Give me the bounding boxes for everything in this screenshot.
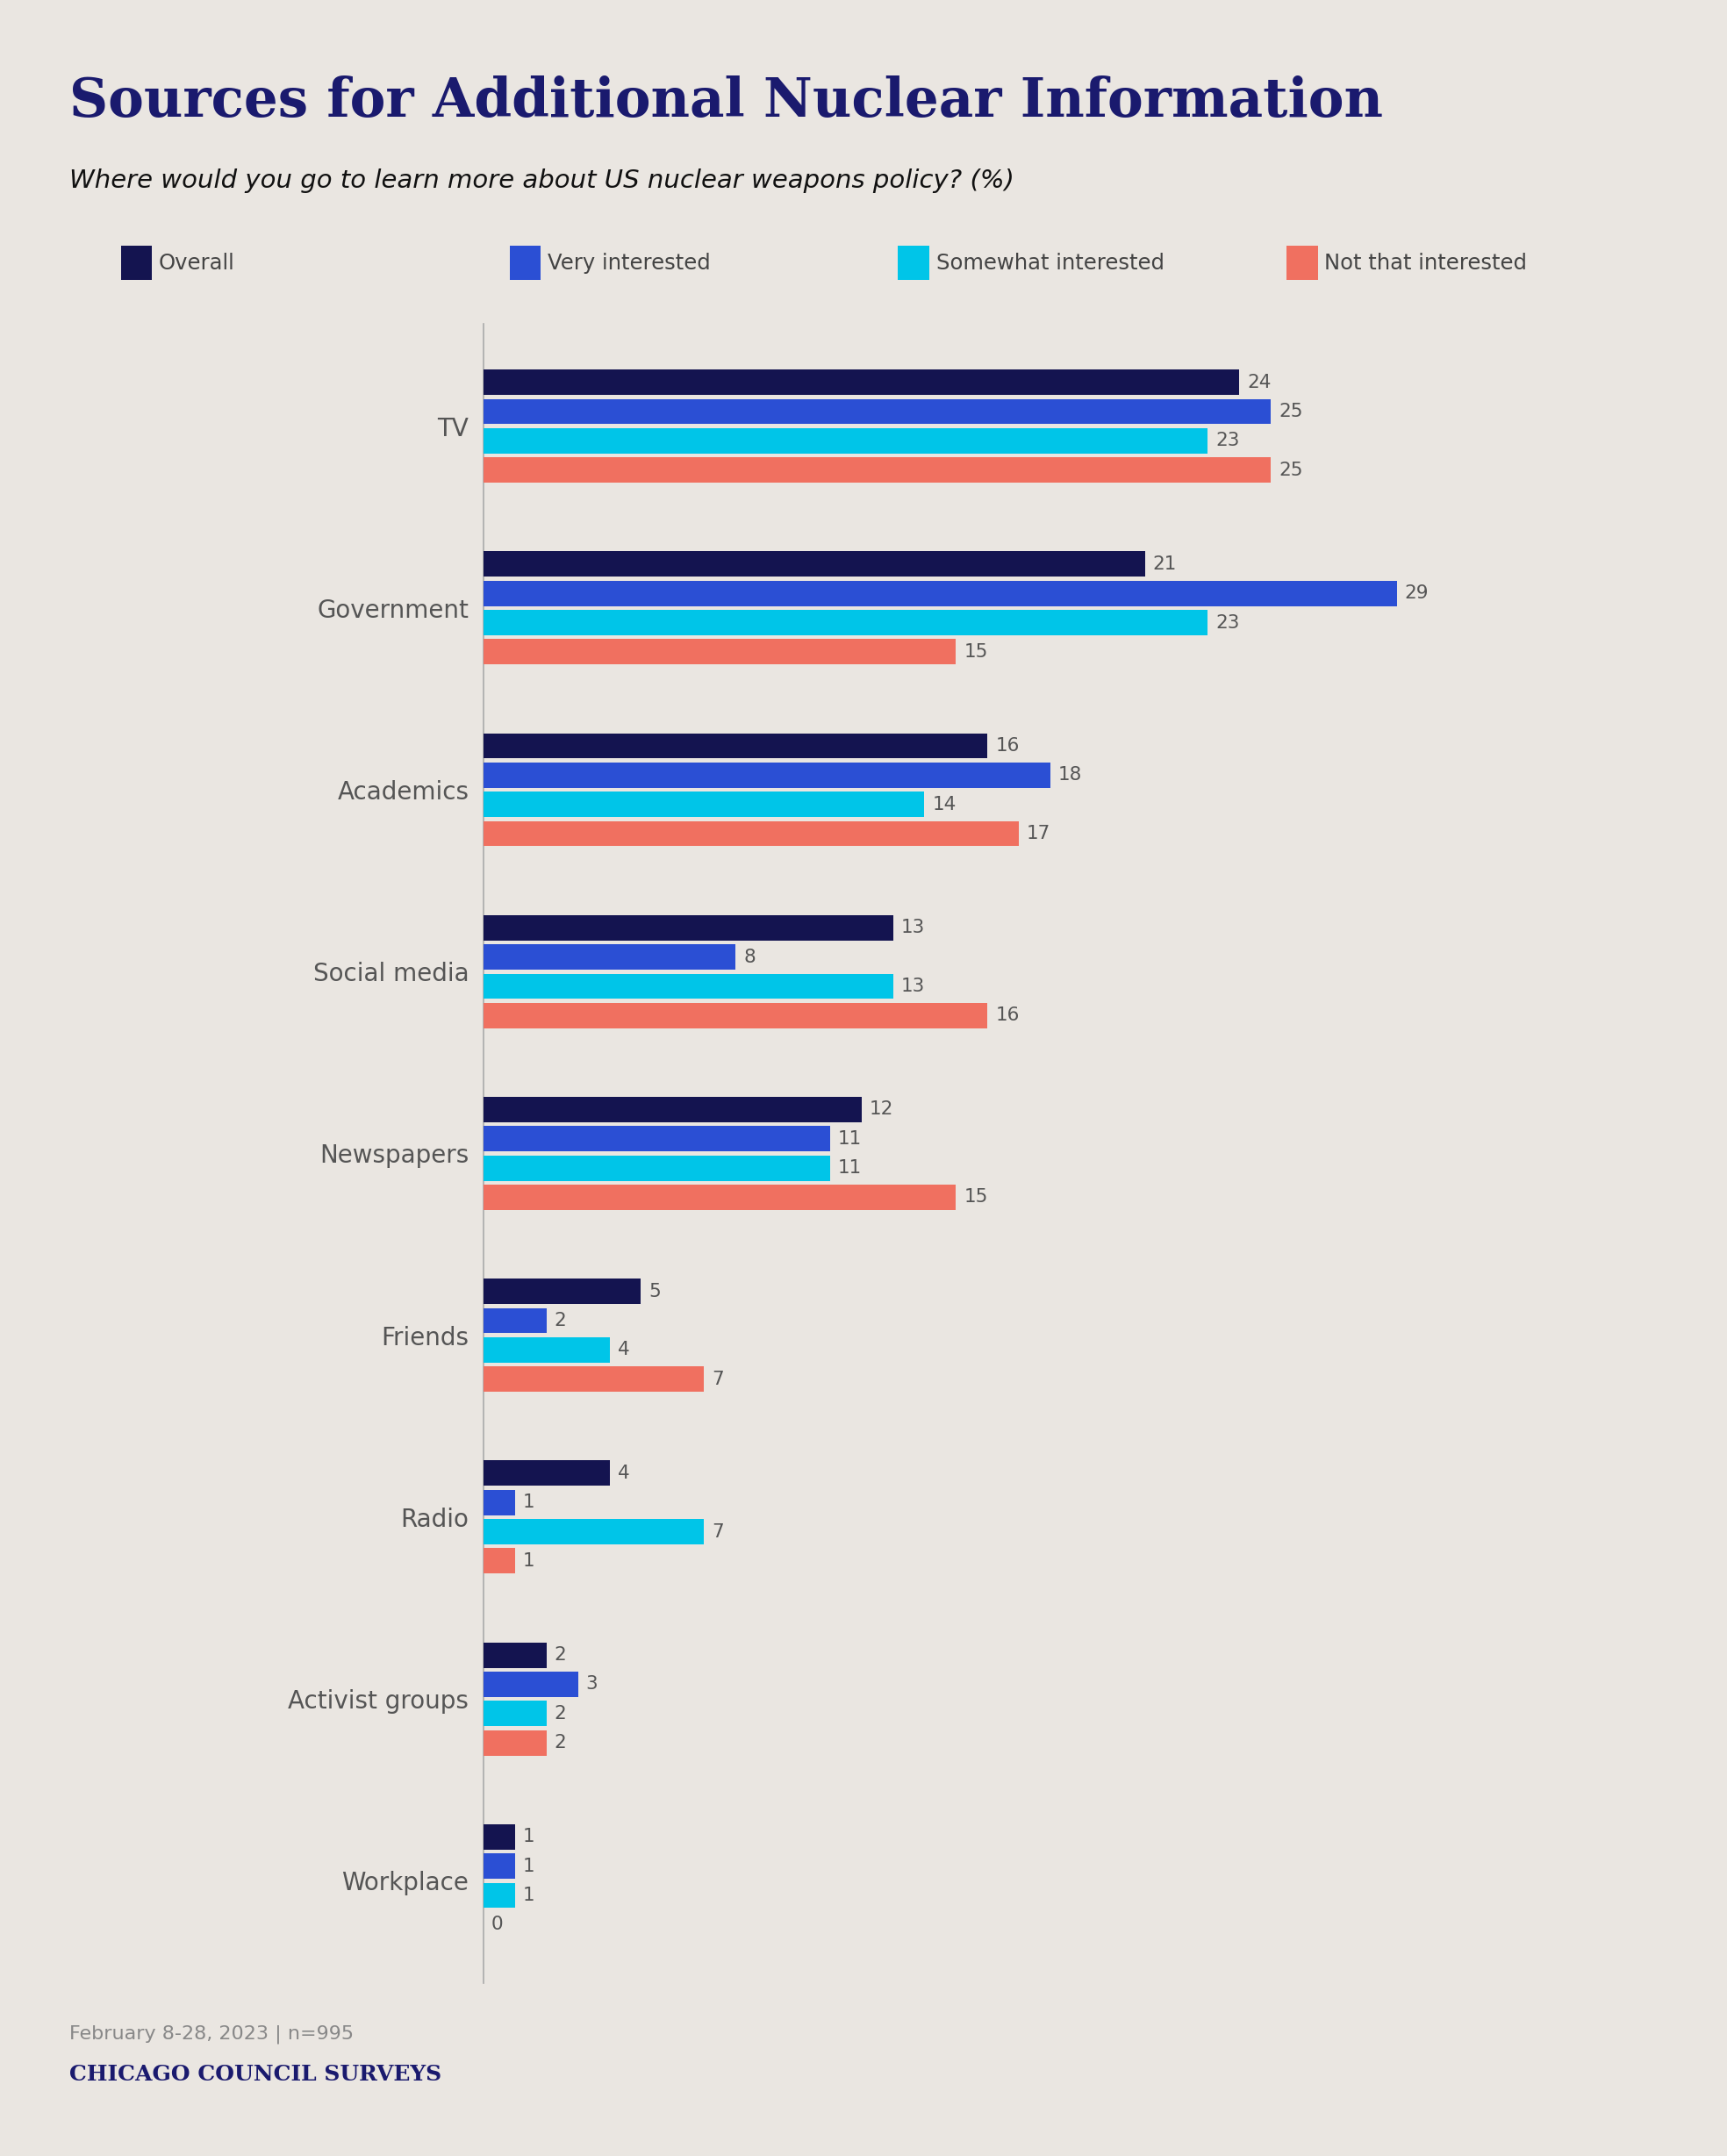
- Bar: [484, 1460, 610, 1485]
- Text: 2: 2: [554, 1733, 566, 1751]
- Text: 13: 13: [901, 977, 924, 996]
- Text: 17: 17: [1028, 826, 1050, 843]
- Text: Overall: Overall: [159, 252, 235, 274]
- Bar: [484, 1854, 515, 1878]
- Bar: [484, 1643, 546, 1669]
- Text: 13: 13: [901, 918, 924, 936]
- Bar: [484, 1548, 515, 1574]
- Text: 0: 0: [492, 1917, 503, 1934]
- Text: 16: 16: [995, 1007, 1019, 1024]
- Bar: [484, 1003, 988, 1028]
- Text: 2: 2: [554, 1647, 566, 1664]
- Text: 5: 5: [649, 1283, 661, 1300]
- Text: 1: 1: [523, 1552, 535, 1570]
- Text: Somewhat interested: Somewhat interested: [936, 252, 1164, 274]
- Bar: [484, 1729, 546, 1755]
- Bar: [484, 763, 1050, 787]
- Text: Very interested: Very interested: [547, 252, 710, 274]
- Bar: [484, 429, 1207, 453]
- Bar: [484, 399, 1271, 425]
- Bar: [484, 944, 736, 970]
- Bar: [484, 1490, 515, 1516]
- Bar: [484, 369, 1240, 395]
- Bar: [484, 1279, 641, 1304]
- Bar: [484, 975, 893, 998]
- Bar: [484, 1184, 957, 1210]
- Bar: [484, 610, 1207, 636]
- Text: 21: 21: [1154, 556, 1176, 573]
- Bar: [484, 1125, 831, 1151]
- Bar: [484, 821, 1019, 847]
- Text: 18: 18: [1059, 765, 1083, 785]
- Text: 11: 11: [838, 1130, 862, 1147]
- Bar: [484, 1701, 546, 1727]
- Bar: [484, 1520, 705, 1544]
- Text: 23: 23: [1216, 614, 1240, 632]
- Text: 11: 11: [838, 1160, 862, 1177]
- Bar: [484, 580, 1397, 606]
- Text: February 8-28, 2023 | n=995: February 8-28, 2023 | n=995: [69, 2024, 354, 2044]
- Bar: [484, 733, 988, 759]
- Text: 25: 25: [1278, 403, 1302, 420]
- Bar: [484, 1367, 705, 1393]
- Text: 1: 1: [523, 1856, 535, 1876]
- Text: Sources for Additional Nuclear Information: Sources for Additional Nuclear Informati…: [69, 75, 1383, 127]
- Text: 23: 23: [1216, 431, 1240, 451]
- Bar: [484, 914, 893, 940]
- Bar: [484, 791, 924, 817]
- Bar: [484, 1156, 831, 1181]
- Text: 15: 15: [964, 1188, 988, 1205]
- Text: 8: 8: [743, 949, 755, 966]
- Text: CHICAGO COUNCIL SURVEYS: CHICAGO COUNCIL SURVEYS: [69, 2063, 442, 2085]
- Text: 7: 7: [712, 1522, 724, 1542]
- Bar: [484, 1671, 579, 1697]
- Text: 15: 15: [964, 642, 988, 660]
- Bar: [484, 1309, 546, 1332]
- Text: 25: 25: [1278, 461, 1302, 479]
- Text: 16: 16: [995, 737, 1019, 755]
- Text: 4: 4: [618, 1464, 629, 1481]
- Text: 1: 1: [523, 1828, 535, 1846]
- Bar: [484, 1882, 515, 1908]
- Bar: [484, 1097, 862, 1123]
- Text: 24: 24: [1247, 373, 1271, 390]
- Text: 12: 12: [869, 1102, 893, 1119]
- Text: 2: 2: [554, 1705, 566, 1723]
- Text: 2: 2: [554, 1311, 566, 1330]
- Bar: [484, 552, 1145, 578]
- Text: Where would you go to learn more about US nuclear weapons policy? (%): Where would you go to learn more about U…: [69, 168, 1014, 192]
- Text: 29: 29: [1404, 584, 1428, 602]
- Text: 1: 1: [523, 1494, 535, 1511]
- Text: Not that interested: Not that interested: [1325, 252, 1527, 274]
- Text: 1: 1: [523, 1886, 535, 1904]
- Text: 14: 14: [933, 796, 957, 813]
- Bar: [484, 1824, 515, 1850]
- Text: 7: 7: [712, 1371, 724, 1388]
- Bar: [484, 638, 957, 664]
- Text: 4: 4: [618, 1341, 629, 1358]
- Bar: [484, 1337, 610, 1363]
- Text: 3: 3: [585, 1675, 598, 1692]
- Bar: [484, 457, 1271, 483]
